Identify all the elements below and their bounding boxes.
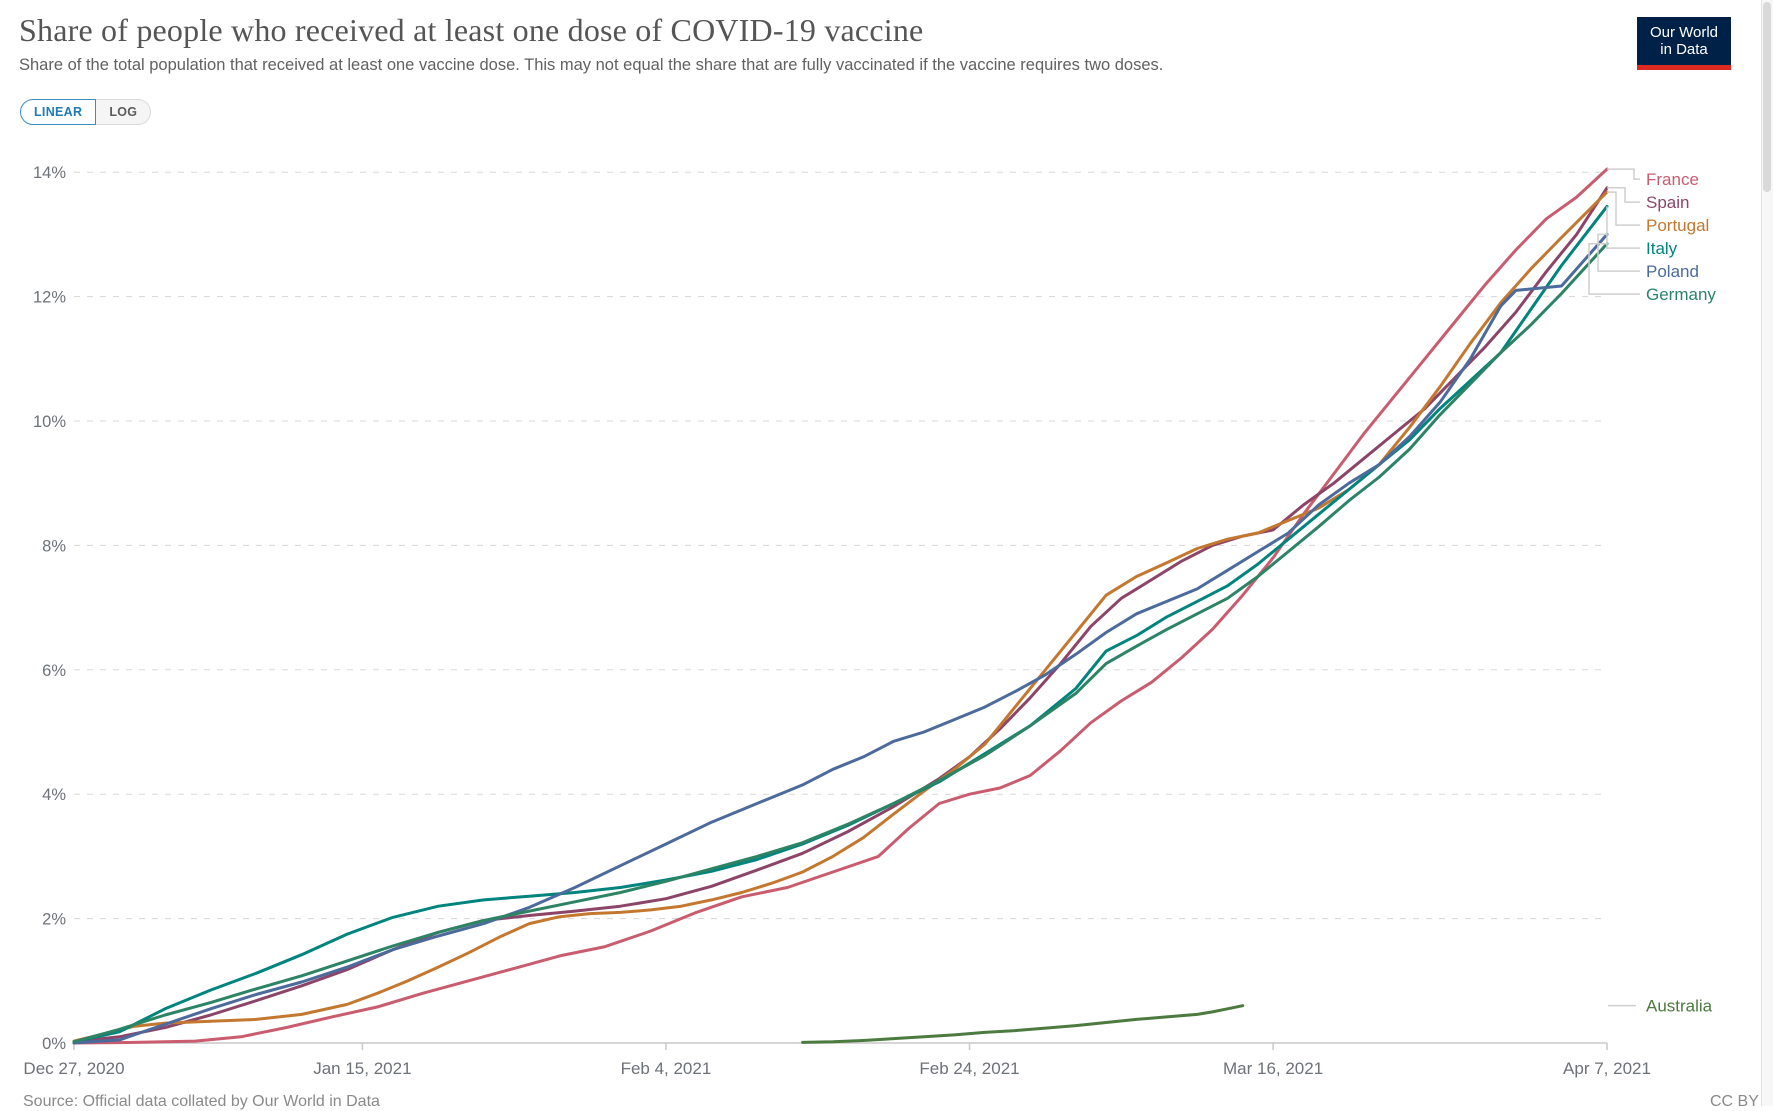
y-axis-label: 4% [42, 786, 66, 804]
legend-label-spain[interactable]: Spain [1646, 193, 1689, 212]
linear-button[interactable]: LINEAR [20, 99, 97, 125]
legend-connector-france [1607, 168, 1640, 180]
license-link[interactable]: CC BY [1710, 1093, 1759, 1110]
line-france[interactable] [72, 167, 1609, 1045]
line-portugal[interactable] [72, 190, 1609, 1043]
page-subtitle: Share of the total population that recei… [19, 56, 1164, 74]
page-title: Share of people who received at least on… [19, 12, 924, 48]
x-axis-label: Feb 4, 2021 [621, 1059, 712, 1078]
y-axis-label: 12% [33, 289, 66, 307]
owid-logo-line2: in Data [1660, 41, 1708, 58]
owid-logo-text: Our World in Data [1637, 17, 1731, 65]
owid-logo-line1: Our World [1649, 24, 1719, 41]
owid-logo-bar [1637, 65, 1731, 70]
legend-label-australia[interactable]: Australia [1646, 997, 1713, 1016]
y-axis-label: 6% [42, 662, 66, 680]
legend-connector-italy [1606, 206, 1640, 249]
scrollbar-thumb[interactable] [1763, 2, 1771, 192]
line-spain[interactable] [72, 186, 1609, 1044]
x-axis-label: Jan 15, 2021 [313, 1059, 411, 1078]
y-axis-label: 14% [33, 164, 66, 182]
x-axis-label: Feb 24, 2021 [919, 1059, 1019, 1078]
log-button[interactable]: LOG [96, 99, 152, 125]
line-australia[interactable] [801, 1004, 1245, 1044]
line-chart: 0% 2% 4% 6% 8% 10% 12% 14% Dec 27, 2020 Jan 15, 2… [23, 164, 1716, 1078]
line-italy[interactable] [72, 204, 1609, 1044]
legend-connector-spain [1607, 187, 1640, 203]
owid-logo[interactable]: Our World in Data [1637, 17, 1731, 70]
x-axis-label: Dec 27, 2020 [23, 1059, 124, 1078]
legend-connector-poland [1597, 233, 1640, 272]
x-axis-label: Apr 7, 2021 [1563, 1059, 1651, 1078]
legend-label-poland[interactable]: Poland [1646, 262, 1699, 281]
legend-label-portugal[interactable]: Portugal [1646, 216, 1709, 235]
scrollbar[interactable] [1761, 0, 1773, 1106]
legend-label-france[interactable]: France [1646, 170, 1699, 189]
line-germany[interactable] [72, 242, 1609, 1044]
legend-connector-portugal [1607, 191, 1640, 226]
y-axis-label: 0% [42, 1035, 66, 1053]
y-axis-label: 10% [33, 413, 66, 431]
legend-label-germany[interactable]: Germany [1646, 285, 1716, 304]
scale-toggle: LINEAR LOG [20, 99, 152, 125]
line-poland[interactable] [72, 232, 1609, 1045]
y-axis-label: 8% [42, 537, 66, 555]
x-axis-label: Mar 16, 2021 [1223, 1059, 1323, 1078]
legend-connector-germany [1588, 242, 1640, 295]
source-text: Source: Official data collated by Our Wo… [23, 1093, 380, 1110]
legend-label-italy[interactable]: Italy [1646, 239, 1678, 258]
y-axis-label: 2% [42, 911, 66, 929]
